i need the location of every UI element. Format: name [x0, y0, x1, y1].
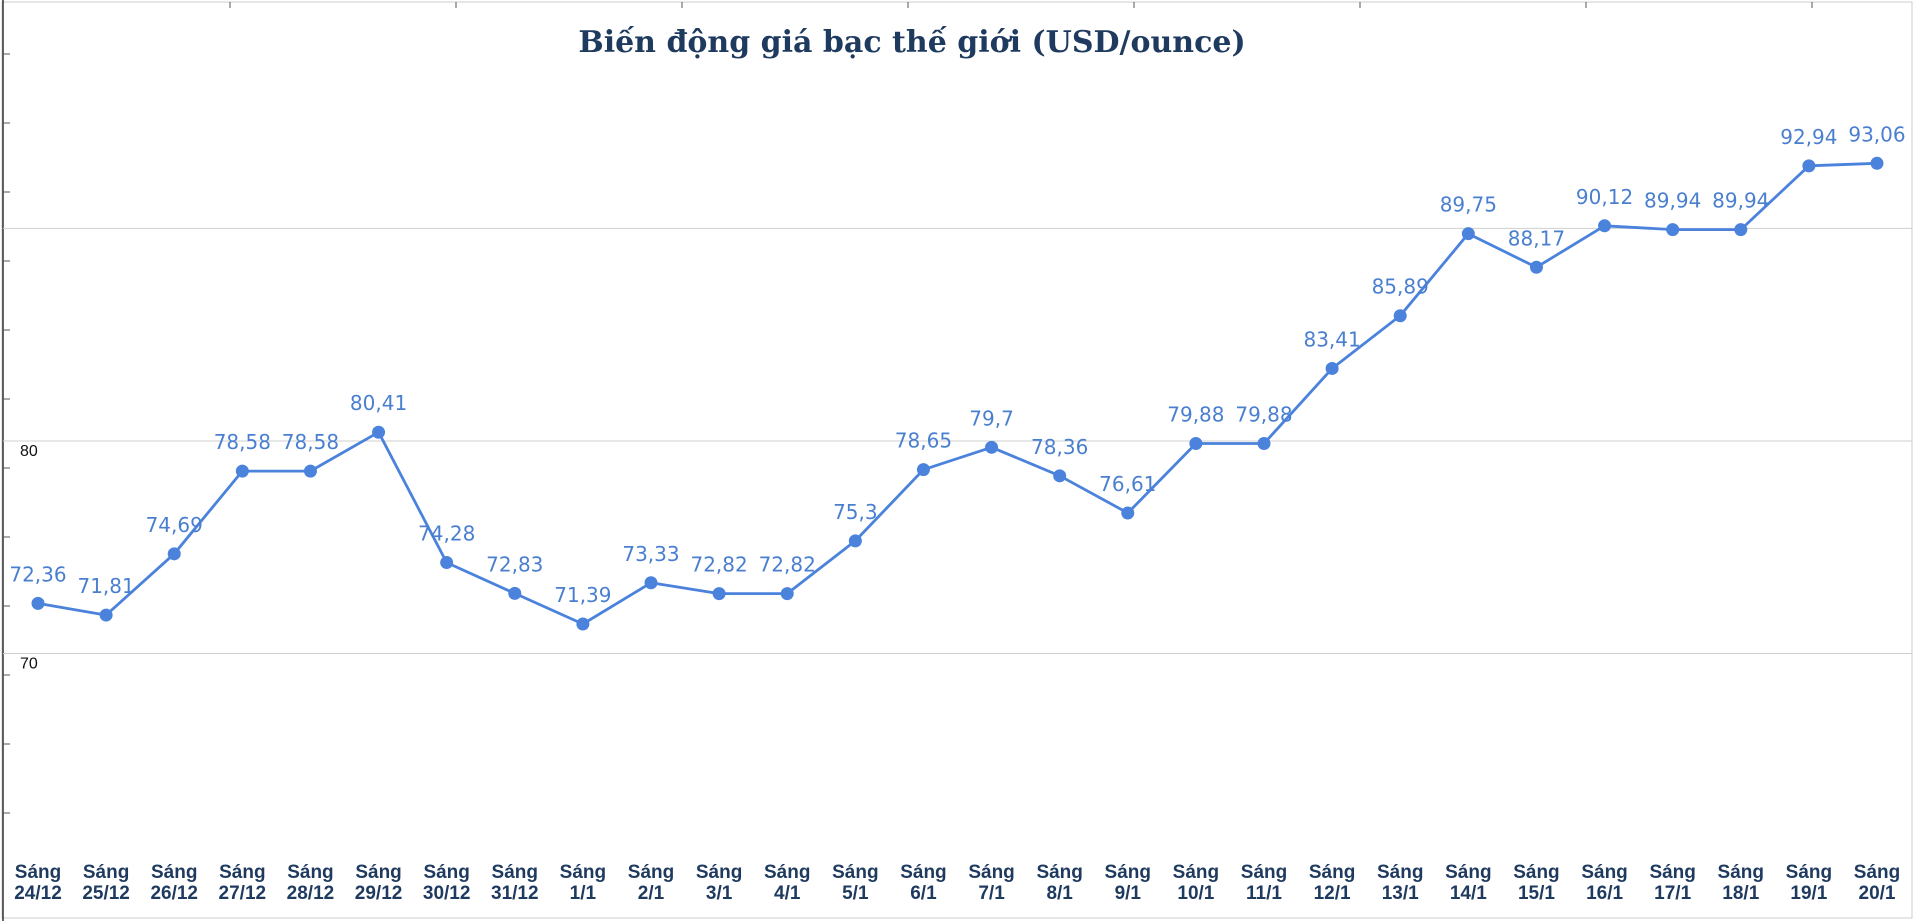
data-point — [372, 425, 386, 439]
y-tick-label: 80 — [20, 443, 38, 460]
data-label: 72,82 — [690, 553, 747, 577]
data-label: 71,81 — [77, 574, 134, 598]
data-label: 74,69 — [146, 513, 203, 537]
chart-title: Biến động giá bạc thế giới (USD/ounce) — [578, 25, 1245, 60]
data-point — [235, 464, 249, 478]
data-label: 90,12 — [1576, 185, 1633, 209]
x-tick-label: Sáng 14/1 — [1445, 862, 1491, 904]
data-label: 75,3 — [833, 500, 878, 524]
x-tick-label: Sáng 13/1 — [1377, 862, 1423, 904]
data-point — [1802, 159, 1816, 173]
series-line — [36, 161, 1879, 626]
data-point — [1121, 506, 1135, 520]
x-tick-label: Sáng 6/1 — [900, 862, 946, 904]
data-points — [31, 156, 1884, 631]
y-tick-label: 70 — [20, 656, 38, 673]
data-label: 78,65 — [895, 429, 952, 453]
x-tick-label: Sáng 4/1 — [764, 862, 810, 904]
data-point — [1598, 219, 1612, 233]
data-label: 78,58 — [214, 430, 271, 454]
horizontal-gridlines — [3, 227, 1912, 655]
data-label: 72,36 — [9, 562, 66, 586]
frame-minor-ticks — [3, 2, 1813, 814]
x-tick-label: Sáng 11/1 — [1241, 862, 1287, 904]
x-tick-label: Sáng 5/1 — [832, 862, 878, 904]
data-point — [1393, 309, 1407, 323]
x-tick-label: Sáng 1/1 — [560, 862, 606, 904]
y-axis-tick-labels: 80 70 — [20, 443, 38, 673]
data-point — [1461, 227, 1475, 241]
data-label: 79,88 — [1167, 403, 1224, 427]
data-label: 80,41 — [350, 391, 407, 415]
data-label: 76,61 — [1099, 472, 1156, 496]
x-tick-label: Sáng 19/1 — [1786, 862, 1832, 904]
data-point — [848, 534, 862, 548]
data-label: 89,94 — [1712, 189, 1769, 213]
x-tick-label: Sáng 3/1 — [696, 862, 742, 904]
x-tick-label: Sáng 2/1 — [628, 862, 674, 904]
data-label: 89,94 — [1644, 189, 1701, 213]
data-point — [1870, 156, 1884, 170]
data-point — [916, 463, 930, 477]
x-tick-label: Sáng 12/1 — [1309, 862, 1355, 904]
data-label: 79,88 — [1235, 403, 1292, 427]
data-point — [31, 596, 45, 610]
data-label: 89,75 — [1440, 193, 1497, 217]
x-tick-label: Sáng 15/1 — [1513, 862, 1559, 904]
data-label: 92,94 — [1780, 125, 1837, 149]
data-label: 71,39 — [554, 583, 611, 607]
data-point — [985, 440, 999, 454]
data-point — [1529, 260, 1543, 274]
data-label: 83,41 — [1303, 327, 1360, 351]
data-label: 78,36 — [1031, 435, 1088, 459]
data-label: 93,06 — [1848, 122, 1905, 146]
x-tick-label: Sáng 24/12 — [14, 862, 62, 904]
data-point — [1734, 223, 1748, 237]
x-tick-label: Sáng 29/12 — [355, 862, 403, 904]
data-point — [1325, 361, 1339, 375]
x-tick-label: Sáng 10/1 — [1173, 862, 1219, 904]
data-point — [1053, 469, 1067, 483]
data-label: 73,33 — [622, 542, 679, 566]
data-label: 88,17 — [1508, 226, 1565, 250]
x-axis-tick-labels: Sáng 24/12 Sáng 25/12 Sáng 26/12 Sáng 27/12 Sáng… — [14, 862, 1900, 904]
data-point — [167, 547, 181, 561]
data-label: 78,58 — [282, 430, 339, 454]
x-tick-label: Sáng 16/1 — [1581, 862, 1627, 904]
data-point — [576, 617, 590, 631]
data-point — [644, 576, 658, 590]
data-point — [780, 587, 794, 601]
x-tick-label: Sáng 7/1 — [968, 862, 1014, 904]
data-point — [712, 587, 726, 601]
x-tick-label: Sáng 31/12 — [491, 862, 539, 904]
data-label: 85,89 — [1372, 275, 1429, 299]
data-label: 72,83 — [486, 552, 543, 576]
x-tick-label: Sáng 8/1 — [1036, 862, 1082, 904]
x-tick-label: Sáng 25/12 — [82, 862, 130, 904]
data-point — [99, 608, 113, 622]
x-tick-label: Sáng 17/1 — [1649, 862, 1695, 904]
x-tick-label: Sáng 28/12 — [287, 862, 335, 904]
x-tick-label: Sáng 18/1 — [1718, 862, 1764, 904]
data-point — [303, 464, 317, 478]
data-point — [1257, 437, 1271, 451]
data-labels: 72,36 71,81 74,69 78,58 78,58 80,41 74,28 72,83… — [9, 122, 1905, 607]
x-tick-label: Sáng 27/12 — [219, 862, 267, 904]
data-point — [440, 556, 454, 570]
x-tick-label: Sáng 20/1 — [1854, 862, 1900, 904]
data-label: 74,28 — [418, 522, 475, 546]
data-label: 72,82 — [759, 553, 816, 577]
data-label: 79,7 — [969, 406, 1014, 430]
x-tick-label: Sáng 9/1 — [1105, 862, 1151, 904]
data-point — [508, 586, 522, 600]
x-tick-label: Sáng 26/12 — [150, 862, 198, 904]
data-point — [1189, 437, 1203, 451]
data-point — [1666, 223, 1680, 237]
x-tick-label: Sáng 30/12 — [423, 862, 471, 904]
